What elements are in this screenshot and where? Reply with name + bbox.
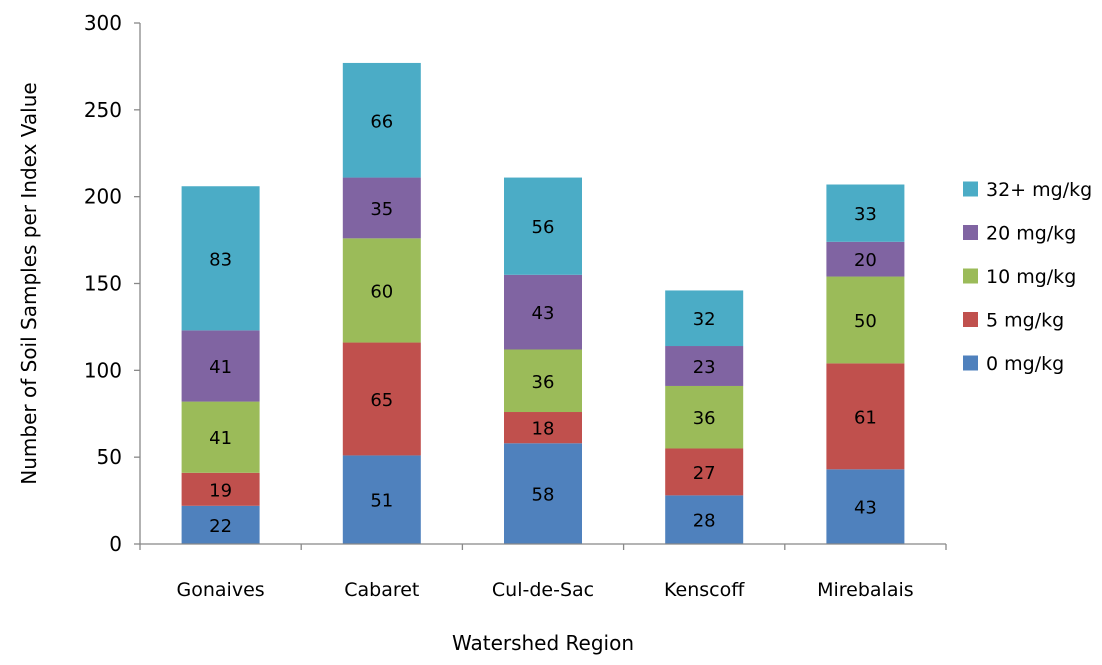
bar-segment — [342, 62, 421, 178]
legend-swatch — [963, 268, 978, 284]
x-category-label: Cabaret — [344, 579, 419, 601]
bar-segment — [342, 238, 421, 343]
bar-segment — [504, 274, 582, 350]
bar-data-label: 83 — [209, 249, 232, 270]
bar-segment — [342, 177, 421, 239]
bar-stack: 28 27 36 23 32 — [665, 290, 744, 544]
x-category-label: Kenscoff — [664, 579, 745, 601]
bar-data-label: 35 — [370, 199, 393, 220]
bar-segment — [826, 276, 905, 364]
bar-segment — [826, 363, 905, 470]
bar-data-label: 66 — [370, 111, 393, 132]
bar-data-label: 27 — [693, 463, 716, 484]
x-category-label: Gonaives — [177, 579, 265, 601]
bar-segment — [342, 342, 421, 456]
y-tick-label: 150 — [84, 272, 122, 296]
y-tick-label: 250 — [84, 98, 122, 122]
bar-data-label: 41 — [209, 357, 232, 378]
legend-swatch — [963, 181, 978, 197]
bar-data-label: 20 — [854, 250, 877, 271]
bar-segment — [665, 448, 744, 496]
legend-label: 20 mg/kg — [986, 223, 1076, 245]
bar-data-label: 33 — [854, 204, 877, 225]
bar-data-label: 61 — [854, 407, 877, 428]
bar-data-label: 36 — [532, 372, 555, 393]
bar-stack: 43 61 50 20 33 — [826, 184, 905, 544]
bar-data-label: 32 — [693, 309, 716, 330]
bar-data-label: 51 — [370, 491, 393, 512]
y-axis-title: Number of Soil Samples per Index Value — [17, 82, 41, 484]
bar-segment — [665, 495, 744, 544]
legend: 32+ mg/kg 20 mg/kg 10 mg/kg 5 mg/kg 0 mg/kg — [963, 179, 1092, 375]
legend-swatch — [963, 312, 978, 327]
bar-stack: 51 65 60 35 66 — [342, 62, 421, 544]
bar-stack: 58 18 36 43 56 — [504, 177, 582, 544]
bar-data-label: 19 — [209, 480, 232, 501]
bar-segment — [181, 401, 260, 473]
legend-label: 5 mg/kg — [986, 310, 1064, 332]
bar-data-label: 56 — [532, 217, 555, 238]
bar-segment — [665, 290, 744, 347]
legend-swatch — [963, 225, 978, 240]
bar-data-label: 41 — [209, 428, 232, 449]
bar-segment — [504, 177, 582, 275]
bar-segment — [826, 241, 905, 277]
x-category-label: Mirebalais — [817, 579, 914, 601]
bar-data-label: 50 — [854, 311, 877, 332]
y-tick-label: 100 — [84, 358, 122, 382]
bar-segment — [826, 469, 905, 544]
bar-segment — [504, 412, 582, 444]
bar-data-label: 36 — [693, 408, 716, 429]
y-tick-label: 300 — [84, 11, 122, 35]
legend-label: 32+ mg/kg — [986, 179, 1092, 201]
bar-data-label: 22 — [209, 516, 232, 537]
legend-item: 0 mg/kg — [963, 353, 1064, 375]
legend-swatch — [963, 355, 978, 371]
bar-stack: 22 19 41 41 83 — [181, 186, 260, 544]
x-axis-ticks: Gonaives Cabaret Cul-de-Sac Kenscoff Mirebal… — [139, 544, 947, 601]
legend-item: 20 mg/kg — [963, 223, 1076, 245]
bar-segment — [181, 472, 260, 506]
bar-segment — [504, 443, 582, 544]
legend-item: 32+ mg/kg — [963, 179, 1092, 201]
x-category-label: Cul-de-Sac — [492, 579, 594, 601]
y-axis-ticks: 0 50 100 150 200 250 300 — [84, 11, 140, 556]
bar-segment — [504, 349, 582, 413]
y-tick-label: 200 — [84, 185, 122, 209]
bar-data-label: 65 — [370, 390, 393, 411]
bar-segment — [181, 186, 260, 331]
bar-data-label: 58 — [532, 485, 555, 506]
bar-data-label: 60 — [370, 281, 393, 302]
bar-segment — [665, 346, 744, 386]
bar-data-label: 18 — [532, 419, 555, 440]
bar-data-label: 23 — [693, 357, 716, 378]
x-axis-title: Watershed Region — [452, 631, 634, 655]
bar-segment — [181, 330, 260, 402]
bar-stacks: 22 19 41 41 83 51 65 60 35 66 58 18 36 43 56 28 27 36 23 32… — [181, 62, 905, 544]
y-tick-label: 50 — [97, 445, 122, 469]
legend-label: 10 mg/kg — [986, 266, 1076, 288]
legend-item: 10 mg/kg — [963, 266, 1076, 288]
bar-segment — [342, 455, 421, 544]
bar-data-label: 28 — [693, 511, 716, 532]
legend-item: 5 mg/kg — [963, 310, 1064, 332]
bar-data-label: 43 — [532, 303, 555, 324]
bar-segment — [826, 184, 905, 242]
y-tick-label: 0 — [109, 532, 122, 556]
bar-segment — [665, 385, 744, 449]
bar-data-label: 43 — [854, 498, 877, 519]
legend-label: 0 mg/kg — [986, 353, 1064, 375]
bar-segment — [181, 505, 260, 544]
